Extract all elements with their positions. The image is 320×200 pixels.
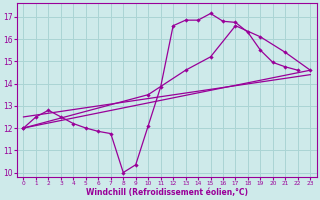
X-axis label: Windchill (Refroidissement éolien,°C): Windchill (Refroidissement éolien,°C) [86, 188, 248, 197]
